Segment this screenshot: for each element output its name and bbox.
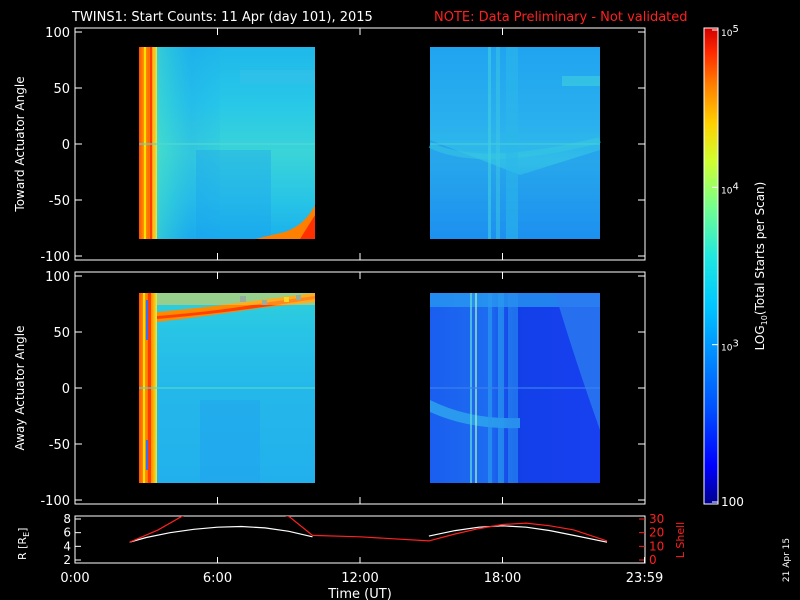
y-tick-label: -50 (49, 194, 70, 209)
y-tick-label: 0 (62, 382, 70, 397)
y-tick-label: -100 (40, 250, 70, 265)
time-axis-ticks: 0:00 6:00 12:00 18:00 23:59 (60, 557, 663, 586)
y-tick-label: 50 (53, 326, 70, 341)
r-tick-label: 8 (63, 512, 71, 526)
colorbar-ticks: 105 104 103 100 (712, 24, 744, 509)
y-axis-ticks: 100 50 0 -50 -100 (40, 26, 646, 265)
colorbar-tick-label: 105 (721, 24, 739, 39)
l-shell-tick-label: 0 (649, 553, 657, 567)
colorbar-label: LOG10(Total Starts per Scan) (753, 182, 769, 351)
y-tick-label: 100 (45, 26, 70, 41)
r-tick-label: 4 (63, 539, 71, 553)
time-tick-label: 6:00 (203, 571, 232, 586)
l-shell-tick-label: 30 (649, 512, 664, 526)
heatmap-block-2 (430, 293, 600, 483)
panel-frame (74, 515, 646, 564)
y-tick-label: -50 (49, 438, 70, 453)
colorbar: 105 104 103 100 LOG10(Total Starts per Scan… (703, 24, 769, 509)
y-axis-label-toward: Toward Actuator Angle (13, 76, 27, 212)
figure-title: TWINS1: Start Counts: 11 Apr (day 101), … (71, 10, 373, 25)
time-axis-label: Time (UT) (327, 587, 392, 600)
colorbar-tick-label: 100 (721, 495, 744, 509)
y-tick-label: 100 (45, 270, 70, 285)
heatmap-block-1 (139, 47, 315, 239)
heatmap-block-1 (139, 293, 315, 483)
l-shell-axis-label: L Shell (674, 522, 687, 558)
heatmap-block-2 (428, 47, 601, 239)
panel-toward-actuator: 100 50 0 -50 -100 Toward Actuator Angle (13, 26, 646, 265)
y-tick-label: -100 (40, 494, 70, 509)
y-axis-label-away: Away Actuator Angle (13, 325, 27, 450)
time-tick-label: 12:00 (341, 571, 378, 586)
time-tick-label: 23:59 (626, 571, 663, 586)
y-tick-label: 50 (53, 82, 70, 97)
l-shell-line (129, 516, 608, 543)
colorbar-scale (703, 27, 719, 505)
colorbar-tick-label: 104 (721, 181, 739, 196)
time-tick-label: 0:00 (60, 571, 89, 586)
side-date-stamp: 21 Apr 15 (782, 538, 792, 582)
r-distance-line (129, 525, 608, 543)
l-shell-tick-label: 20 (649, 526, 664, 540)
preliminary-note: NOTE: Data Preliminary - Not validated (434, 10, 688, 25)
l-shell-tick-label: 10 (649, 539, 664, 553)
orbit-series (129, 516, 608, 543)
y-axis-ticks: 100 50 0 -50 -100 (40, 270, 646, 509)
colorbar-tick-label: 103 (721, 339, 739, 354)
r-tick-label: 2 (63, 553, 71, 567)
panel-away-actuator: 100 50 0 -50 -100 Away Actuator Angle (13, 270, 646, 509)
r-tick-label: 6 (63, 526, 71, 540)
y-tick-label: 0 (62, 138, 70, 153)
r-axis-label: R [RE] (16, 528, 31, 560)
time-tick-label: 18:00 (484, 571, 521, 586)
